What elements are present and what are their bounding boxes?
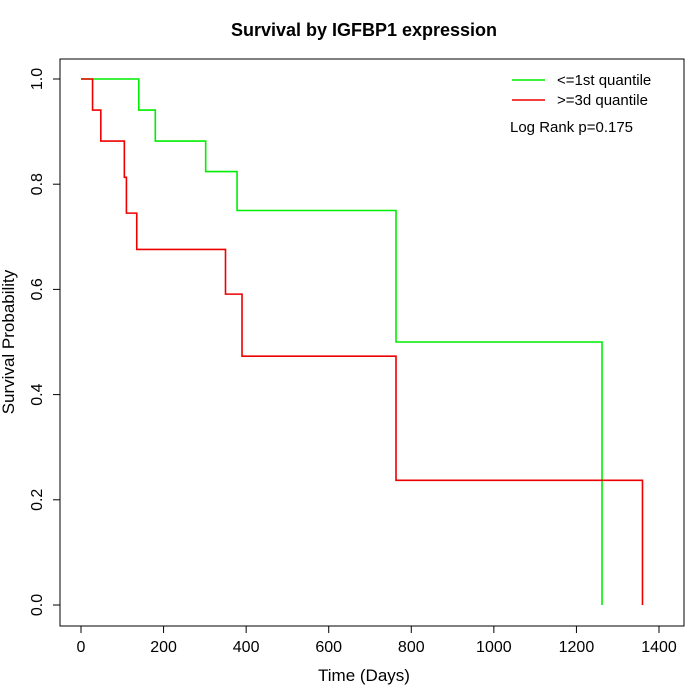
x-tick-label: 800 — [398, 639, 425, 656]
series-line-1 — [81, 78, 603, 605]
x-tick-label: 400 — [233, 639, 260, 656]
x-tick-label: 0 — [77, 639, 86, 656]
x-tick-label: 1200 — [559, 639, 595, 656]
x-axis: 0 200 400 600 800 1000 1200 1400 — [77, 625, 677, 656]
series-line-2 — [81, 78, 644, 605]
series-layer — [81, 78, 644, 605]
legend-label-2: >=3d quantile — [557, 92, 648, 109]
y-tick-label: 0.4 — [29, 383, 46, 405]
y-tick-label: 0.2 — [29, 489, 46, 511]
x-axis-label: Time (Days) — [318, 666, 410, 685]
x-tick-label: 1400 — [641, 639, 677, 656]
legend-label-1: <=1st quantile — [557, 72, 651, 89]
log-rank-annotation: Log Rank p=0.175 — [510, 119, 633, 136]
y-tick-label: 0.0 — [29, 594, 46, 616]
y-tick-label: 0.6 — [29, 278, 46, 300]
x-tick-label: 200 — [150, 639, 177, 656]
y-tick-label: 1.0 — [29, 68, 46, 90]
x-tick-label: 1000 — [476, 639, 512, 656]
y-axis-label: Survival Probability — [0, 269, 18, 414]
y-axis: 0.0 0.2 0.4 0.6 0.8 1.0 — [29, 68, 61, 616]
chart-title: Survival by IGFBP1 expression — [231, 20, 497, 40]
y-tick-label: 0.8 — [29, 173, 46, 195]
x-tick-label: 600 — [315, 639, 342, 656]
legend: <=1st quantile >=3d quantile — [512, 72, 651, 109]
